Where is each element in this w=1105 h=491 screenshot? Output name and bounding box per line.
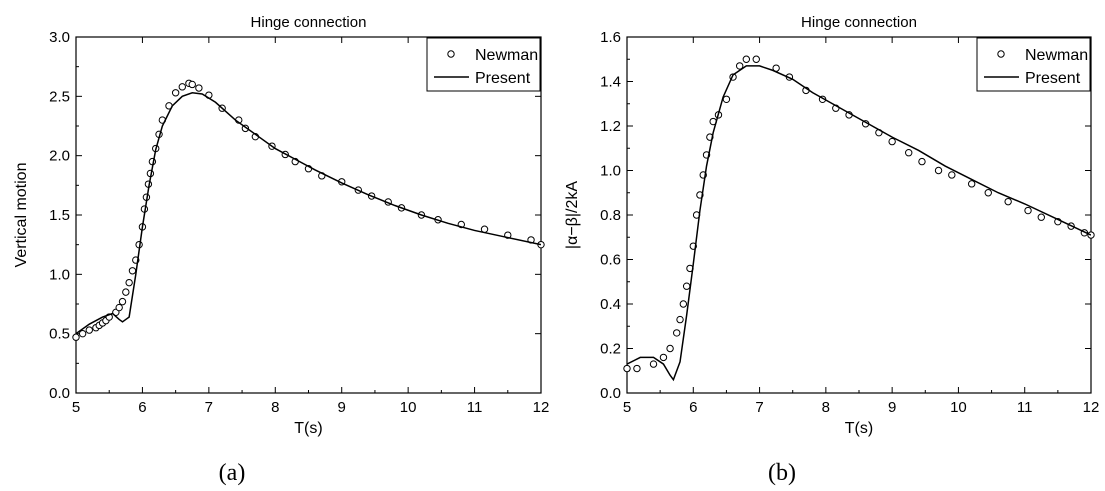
- legend-box: [976, 37, 1091, 92]
- data-point: [1024, 206, 1032, 215]
- x-tick-label: 6: [689, 399, 697, 416]
- data-point: [171, 89, 180, 97]
- x-tick-label: 9: [888, 399, 896, 416]
- y-axis-label: Vertical motion: [13, 163, 30, 268]
- data-point: [679, 300, 688, 308]
- data-point: [984, 189, 992, 197]
- legend-label: Newman: [1025, 47, 1088, 64]
- x-axis-label: T(s): [294, 420, 322, 437]
- x-tick-label: 12: [1083, 399, 1100, 416]
- legend-box: [426, 37, 541, 92]
- data-point: [128, 267, 137, 275]
- y-tick-label: 0.6: [600, 252, 621, 269]
- x-tick-label: 10: [400, 399, 417, 416]
- chart-panel-b: Hinge connection 5 6 7 8 9 10 11 12 0.0 0.2 0.4 0.6 0…: [564, 14, 1099, 486]
- x-tick-label: 12: [533, 399, 550, 416]
- y-tick-label: 1.0: [49, 266, 70, 283]
- data-point: [195, 84, 203, 92]
- data-point: [78, 329, 87, 338]
- data-point: [918, 157, 926, 166]
- data-point: [623, 364, 631, 373]
- data-point: [742, 55, 751, 63]
- data-point: [967, 180, 976, 188]
- data-point: [735, 62, 744, 70]
- data-point: [1004, 197, 1012, 206]
- x-tick-label: 6: [138, 399, 146, 416]
- y-tick-label: 0.0: [49, 385, 70, 402]
- series-newman: [72, 79, 545, 341]
- y-tick-label: 3.0: [49, 29, 70, 46]
- x-tick-label: 8: [271, 399, 279, 416]
- legend: Newman Present: [976, 37, 1091, 92]
- y-tick-label: 0.0: [600, 385, 621, 402]
- legend-circle-swatch: [447, 50, 455, 58]
- y-tick-label: 2.5: [49, 88, 70, 105]
- y-tick-label: 0.8: [600, 207, 621, 224]
- x-tick-label: 9: [338, 399, 346, 416]
- data-point: [85, 326, 93, 334]
- figure-caption: (a): [219, 460, 246, 486]
- data-point: [934, 166, 943, 175]
- legend-label: Present: [475, 70, 531, 87]
- x-tick-label: 5: [623, 399, 631, 416]
- y-tick-label: 0.5: [49, 326, 70, 343]
- data-point: [178, 83, 186, 91]
- chart-title: Hinge connection: [801, 14, 917, 31]
- x-axis-label: T(s): [845, 420, 873, 437]
- data-point: [115, 303, 123, 312]
- data-point: [676, 315, 684, 324]
- x-tick-label: 11: [1017, 399, 1033, 416]
- legend-label: Newman: [475, 47, 538, 64]
- data-point: [673, 329, 681, 337]
- data-point: [948, 171, 956, 179]
- series-present: [627, 65, 1091, 382]
- data-point: [649, 360, 658, 368]
- legend-circle-swatch: [997, 50, 1005, 58]
- y-tick-label: 1.2: [600, 118, 621, 135]
- data-point: [682, 282, 691, 290]
- y-axis-label: |α−β|/2kA: [564, 181, 581, 249]
- figure-caption: (b): [768, 460, 796, 486]
- data-point: [659, 353, 668, 362]
- y-tick-label: 1.5: [49, 207, 70, 224]
- x-tick-label: 11: [467, 399, 483, 416]
- series-newman: [623, 55, 1095, 373]
- y-tick-label: 0.4: [600, 296, 621, 313]
- series-line: [76, 92, 541, 335]
- data-point: [122, 288, 130, 296]
- data-point: [125, 278, 133, 287]
- x-tick-label: 8: [822, 399, 830, 416]
- data-point: [118, 297, 127, 306]
- y-tick-label: 1.0: [600, 163, 621, 180]
- data-point: [72, 333, 80, 341]
- data-point: [752, 55, 760, 63]
- legend: Newman Present: [426, 37, 541, 92]
- y-tick-label: 1.6: [600, 29, 621, 46]
- x-tick-label: 10: [950, 399, 967, 416]
- series-line: [627, 65, 1091, 382]
- data-point: [188, 80, 196, 89]
- x-tick-label: 7: [755, 399, 763, 416]
- y-tick-label: 2.0: [49, 148, 70, 165]
- data-point: [888, 137, 896, 146]
- data-point: [1037, 213, 1045, 221]
- series-present: [76, 92, 541, 335]
- legend-label: Present: [1025, 70, 1081, 87]
- data-point: [722, 95, 731, 104]
- x-tick-label: 7: [205, 399, 213, 416]
- data-point: [633, 364, 641, 373]
- x-tick-label: 5: [72, 399, 80, 416]
- chart-title: Hinge connection: [251, 14, 367, 31]
- data-point: [905, 149, 913, 157]
- y-tick-label: 1.4: [600, 74, 621, 91]
- chart-panel-a: Hinge connection 5 6 7 8 9 10 11 12 0.0 0.5 1.0 1.5 2…: [13, 14, 549, 486]
- y-tick-label: 0.2: [600, 341, 621, 358]
- data-point: [666, 344, 674, 353]
